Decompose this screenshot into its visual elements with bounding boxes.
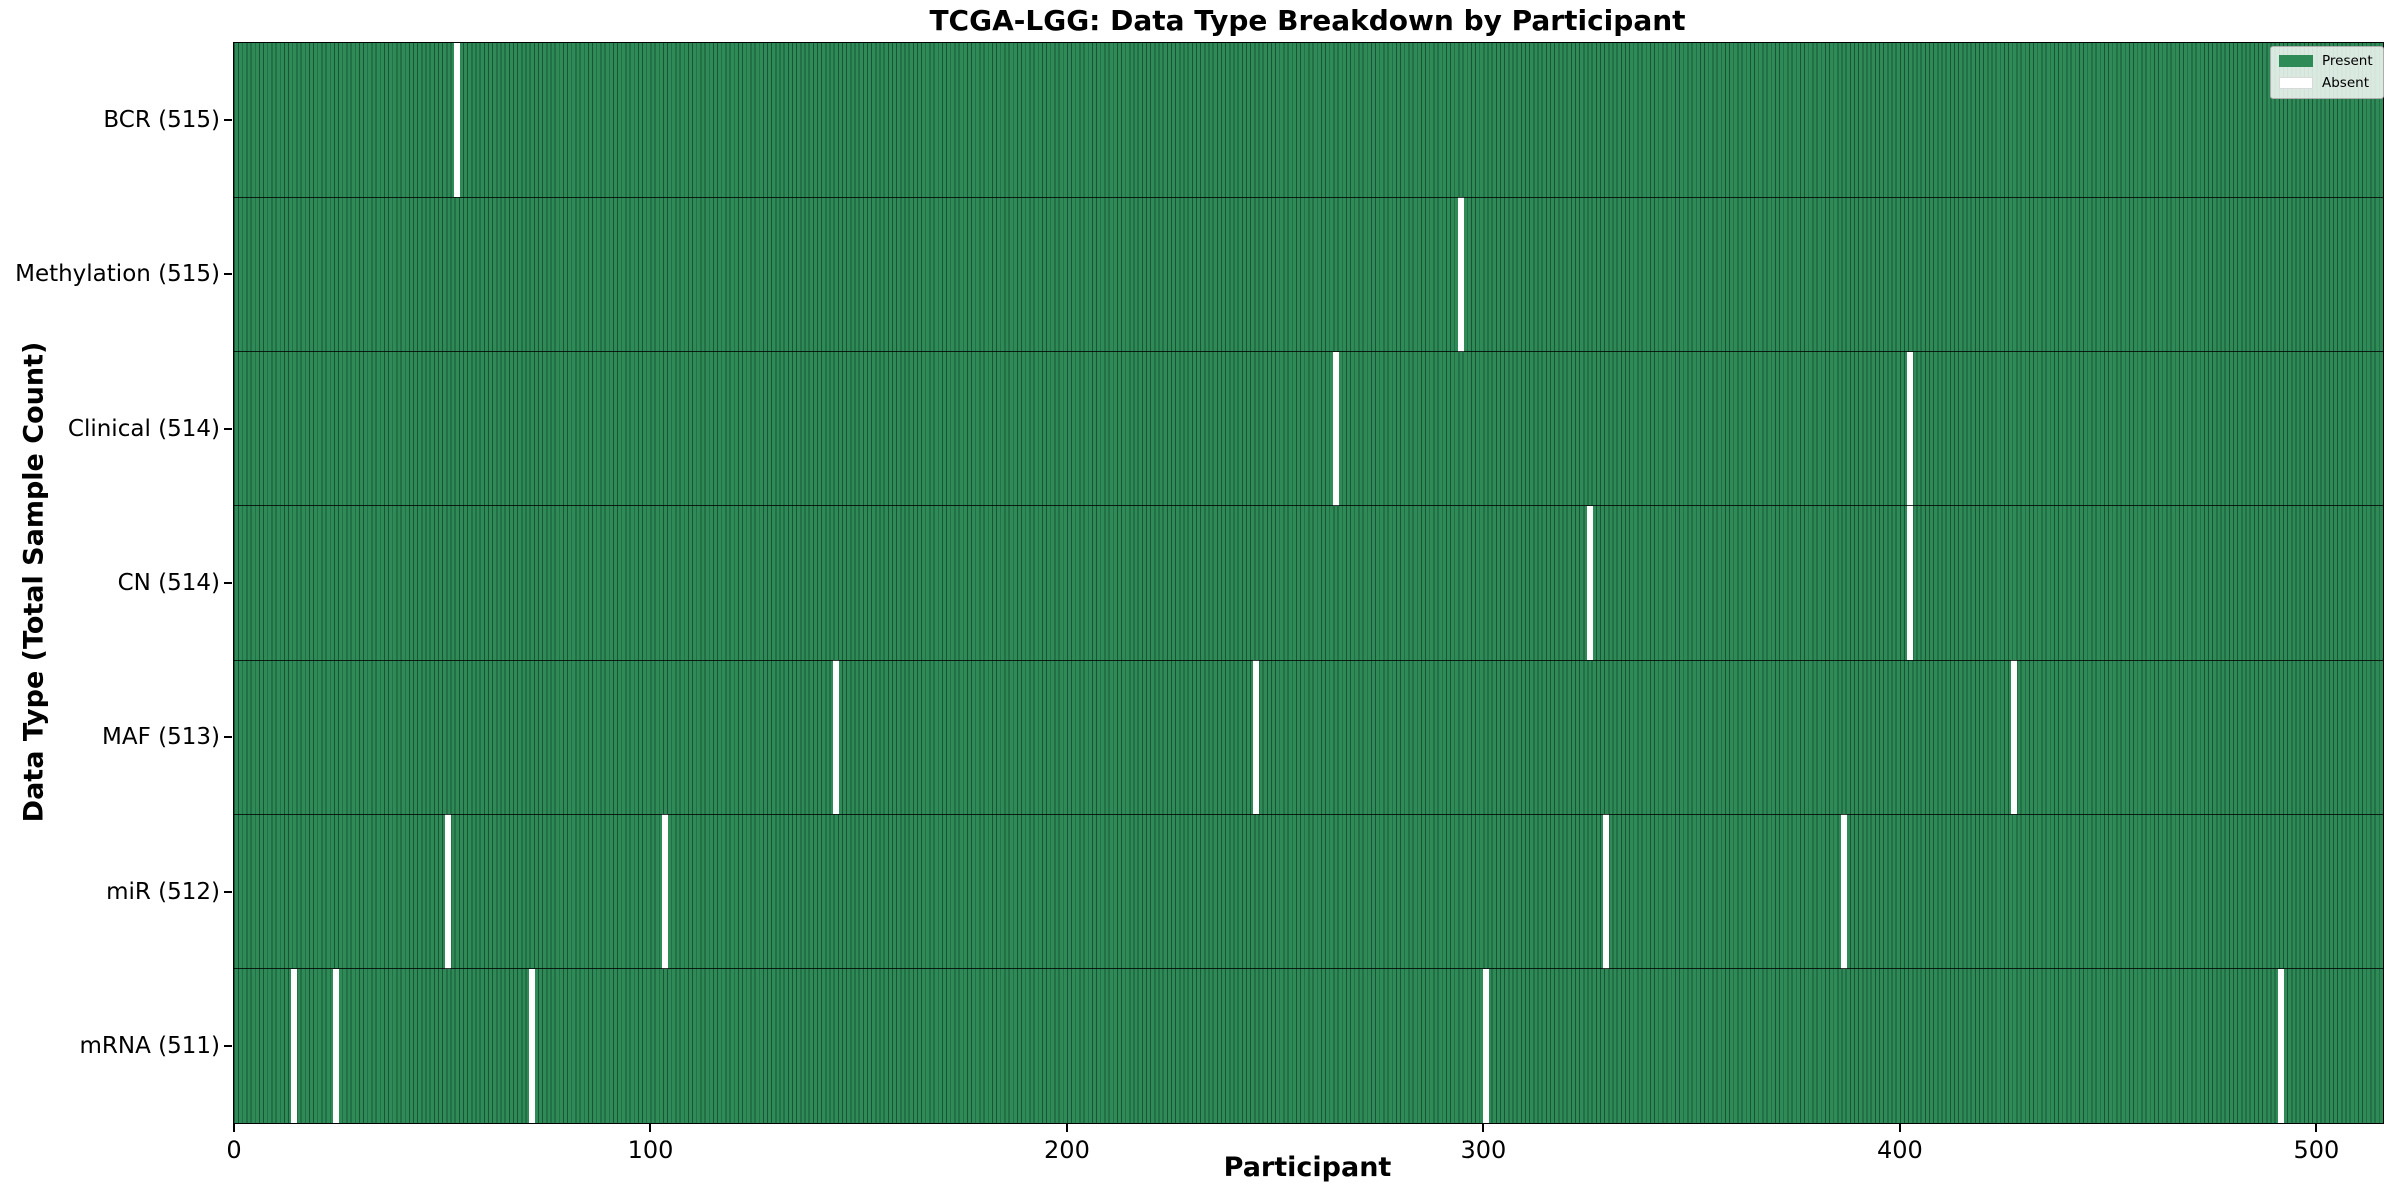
row-cn	[234, 505, 2383, 661]
x-tick-mark	[1482, 1123, 1485, 1132]
row-clinical	[234, 351, 2383, 506]
absent-stripe	[1907, 505, 1914, 661]
row-mir	[234, 814, 2383, 969]
absent-stripe	[662, 814, 669, 969]
plot-area: BCR (515) Methylation (515) Clinical (514)…	[15, 42, 2384, 1164]
absent-stripe	[445, 814, 452, 969]
y-tick-label: mRNA (511)	[79, 1032, 220, 1059]
y-tick-label: Clinical (514)	[67, 415, 220, 442]
y-axis-label: Data Type (Total Sample Count)	[18, 341, 50, 823]
y-tick-mark	[224, 119, 232, 122]
y-tick-mark	[224, 736, 232, 739]
row-mrna	[234, 968, 2383, 1123]
x-tick-mark	[649, 1123, 652, 1132]
y-tick-mark	[224, 273, 232, 276]
x-tick-label: 100	[627, 1136, 674, 1164]
x-tick-mark	[2315, 1123, 2318, 1132]
absent-stripe	[1457, 197, 1464, 352]
x-axis-label: Participant	[1223, 1152, 1392, 1183]
legend-item-absent: Absent	[2279, 75, 2369, 91]
absent-stripe	[2011, 660, 2018, 815]
absent-stripe	[333, 968, 340, 1123]
absent-stripe	[1332, 351, 1339, 506]
y-tick-label: BCR (515)	[103, 107, 220, 134]
y-tick-label: MAF (513)	[102, 724, 220, 751]
absent-stripe	[1253, 660, 1260, 815]
absent-stripe	[453, 43, 460, 198]
y-tick-label: miR (512)	[106, 878, 220, 905]
legend-label-present: Present	[2322, 53, 2373, 69]
absent-stripe	[1907, 351, 1914, 506]
present-swatch-icon	[2279, 55, 2313, 67]
y-tick-mark	[224, 582, 232, 584]
row-boundary-line	[234, 968, 2383, 970]
absent-stripe	[528, 968, 535, 1123]
x-tick-label: 400	[1876, 1136, 1923, 1164]
row-boundary-line	[234, 350, 2383, 353]
legend-label-absent: Absent	[2322, 75, 2369, 91]
absent-swatch-icon	[2279, 77, 2313, 89]
x-tick-mark	[1898, 1123, 1901, 1132]
absent-stripe	[832, 660, 839, 815]
y-tick-mark	[224, 427, 232, 430]
row-boundary-line	[234, 813, 2383, 816]
absent-stripe	[291, 968, 298, 1123]
row-boundary-line	[234, 505, 2383, 507]
x-tick-label: 500	[2293, 1136, 2340, 1164]
legend-item-present: Present	[2279, 53, 2373, 69]
absent-stripe	[1586, 505, 1593, 661]
absent-stripe	[1603, 814, 1610, 969]
x-tick-label: 0	[226, 1136, 242, 1164]
y-tick-label: Methylation (515)	[15, 261, 220, 288]
y-tick-label: CN (514)	[117, 570, 220, 596]
y-tick-mark	[224, 890, 232, 893]
row-boundary-line	[234, 196, 2383, 198]
row-methylation	[234, 197, 2383, 352]
x-tick-label: 200	[1044, 1136, 1090, 1164]
row-boundary-line	[234, 659, 2383, 661]
row-bcr	[234, 43, 2383, 198]
x-tick-label: 300	[1460, 1136, 1507, 1164]
absent-stripe	[1482, 968, 1489, 1123]
y-tick-mark	[224, 1044, 232, 1047]
x-tick-mark	[1065, 1123, 1068, 1132]
legend: Present Absent	[2270, 46, 2384, 99]
chart-title: TCGA-LGG: Data Type Breakdown by Partici…	[929, 4, 1686, 37]
absent-stripe	[2277, 968, 2284, 1123]
row-maf	[234, 660, 2383, 815]
absent-stripe	[1840, 814, 1847, 969]
x-tick-mark	[233, 1123, 235, 1132]
